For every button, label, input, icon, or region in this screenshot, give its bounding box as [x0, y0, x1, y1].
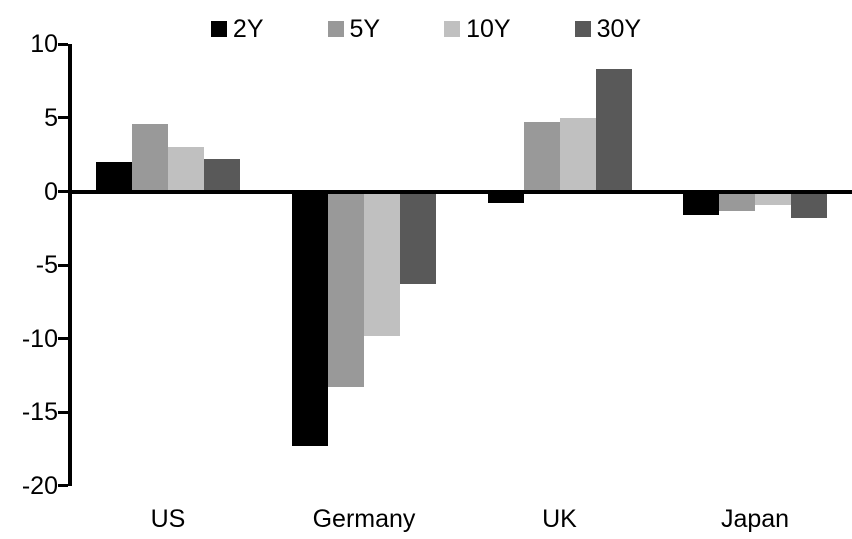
legend-item-2y: 2Y: [210, 14, 264, 43]
legend-swatch-30y: [574, 21, 591, 37]
y-axis-label--10: -10: [21, 324, 58, 353]
bar-uk-2y: [487, 191, 524, 204]
bar-germany-10y: [364, 191, 400, 336]
y-axis-tick--15: [58, 410, 68, 414]
bar-us-2y: [96, 162, 132, 192]
bar-uk-5y: [523, 122, 560, 192]
bar-us-30y: [204, 159, 240, 192]
bar-japan-2y: [683, 191, 719, 216]
legend-swatch-2y: [210, 21, 227, 37]
legend: 2Y 5Y 10Y 30Y: [0, 12, 852, 46]
y-axis-tick--10: [58, 337, 68, 341]
y-axis-label--15: -15: [21, 398, 58, 427]
y-axis-tick-10: [58, 42, 68, 46]
legend-swatch-5y: [327, 21, 344, 37]
legend-item-5y: 5Y: [327, 14, 381, 43]
x-axis-label-uk: UK: [542, 505, 577, 533]
legend-swatch-10y: [444, 21, 461, 37]
x-axis-label-us: US: [150, 505, 186, 533]
legend-label-30y: 30Y: [596, 14, 642, 43]
y-axis-tick-5: [58, 116, 68, 120]
y-axis-label-5: 5: [44, 103, 58, 132]
bar-japan-5y: [719, 191, 755, 211]
y-axis-tick--5: [58, 263, 68, 267]
y-axis-label--5: -5: [35, 251, 58, 280]
legend-label-5y: 5Y: [349, 14, 381, 43]
bar-japan-30y: [791, 191, 827, 218]
y-axis-tick--20: [58, 484, 68, 488]
y-axis-line: [68, 44, 72, 486]
y-axis-tick-0: [58, 190, 68, 193]
bar-uk-10y: [559, 117, 596, 192]
legend-label-10y: 10Y: [466, 14, 511, 43]
bar-germany-5y: [328, 191, 364, 388]
bar-us-5y: [132, 123, 168, 192]
bar-us-10y: [168, 147, 204, 192]
y-axis-label-10: 10: [30, 30, 58, 59]
legend-item-10y: 10Y: [444, 14, 511, 43]
bar-germany-2y: [292, 191, 328, 447]
legend-label-2y: 2Y: [232, 14, 264, 43]
bar-uk-30y: [595, 69, 632, 192]
y-axis-label--20: -20: [21, 471, 58, 500]
x-axis-label-germany: Germany: [312, 505, 416, 533]
x-axis-zero-line: [68, 190, 852, 194]
bar-japan-10y: [755, 191, 791, 205]
y-axis-label-0: 0: [44, 177, 58, 206]
x-axis-label-japan: Japan: [720, 505, 790, 533]
bar-germany-30y: [400, 191, 436, 285]
legend-item-30y: 30Y: [574, 14, 642, 43]
